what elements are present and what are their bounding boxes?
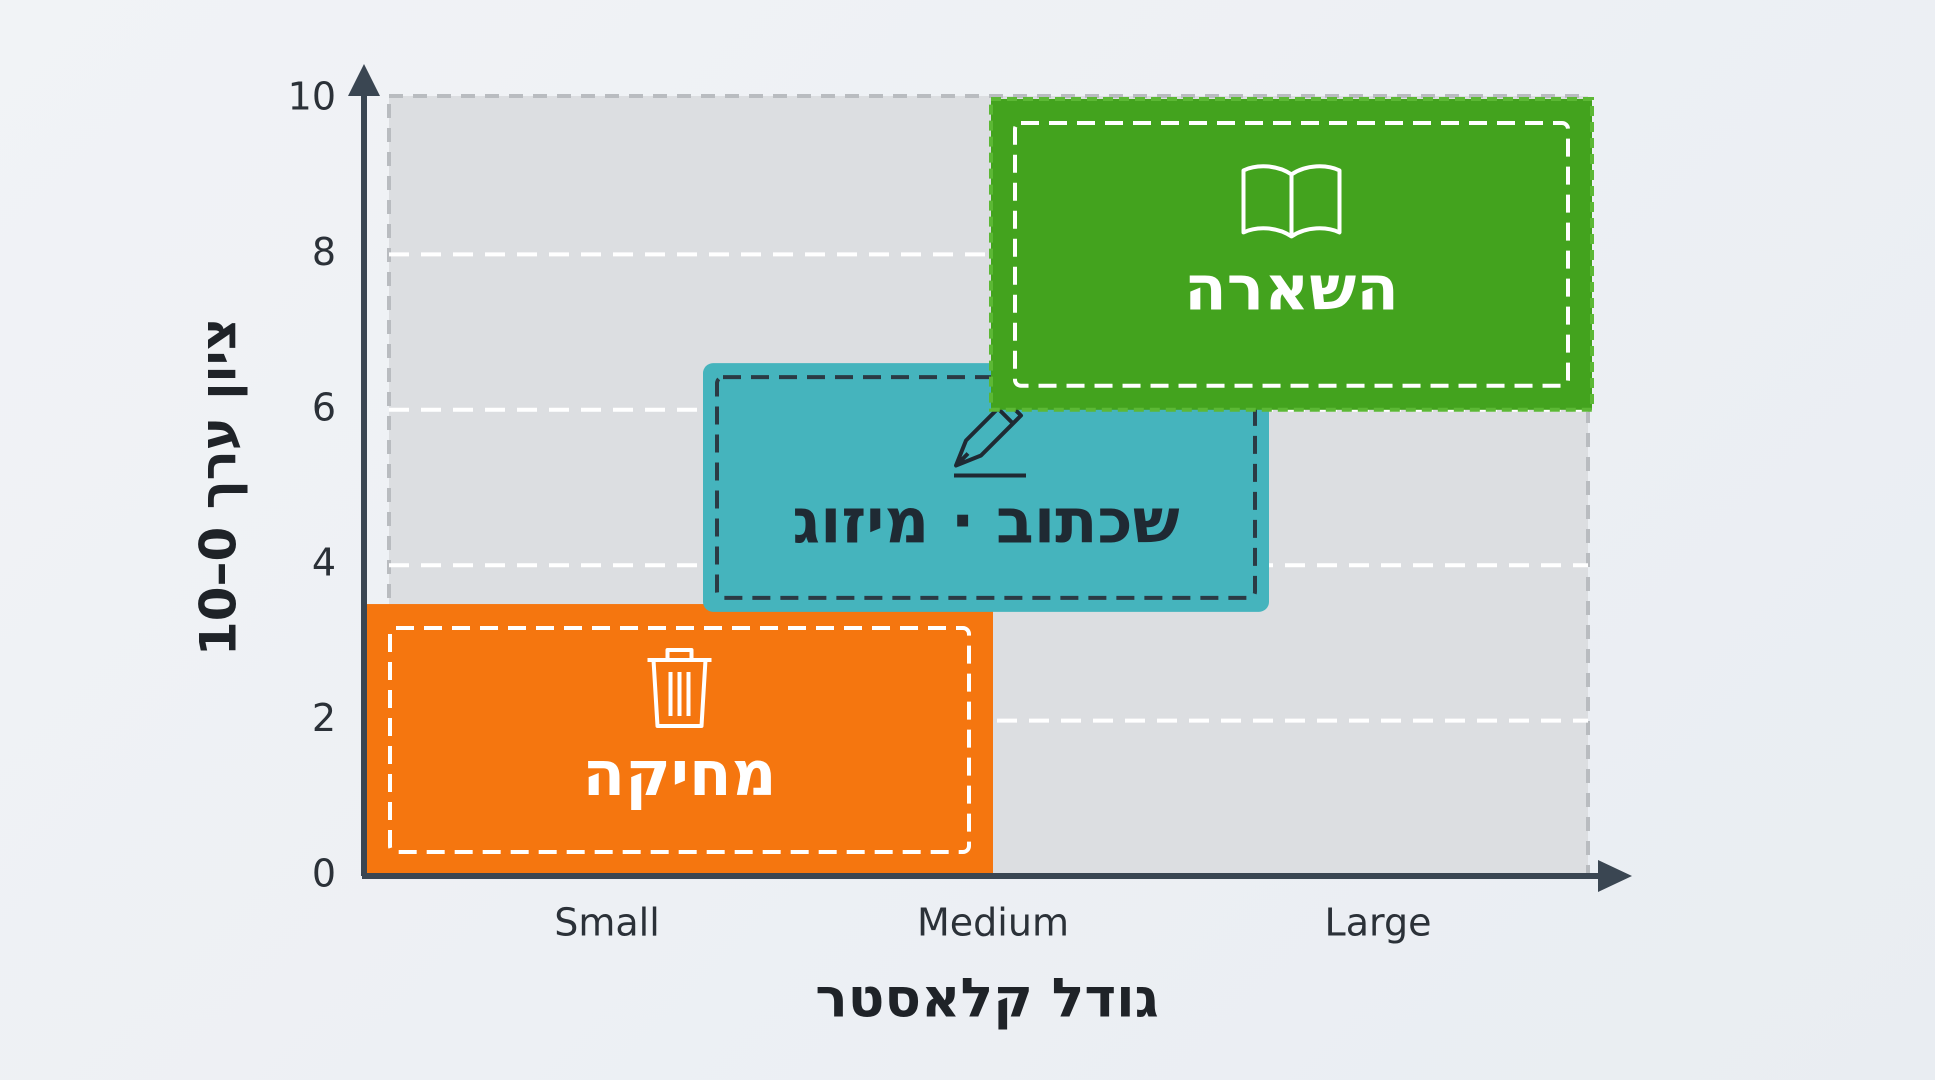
- y-axis-arrow: [348, 64, 380, 96]
- y-tick-label: 4: [312, 541, 336, 585]
- x-axis-arrow: [1598, 860, 1632, 892]
- region-box: [703, 363, 1269, 612]
- x-axis-label: גודל קלאסטר: [815, 967, 1159, 1030]
- region-icon: [647, 648, 712, 729]
- region-inner-border: [388, 626, 971, 854]
- y-tick-label: 2: [312, 696, 336, 740]
- region-inner-border: [1013, 121, 1570, 388]
- x-tick-label: Small: [554, 901, 660, 945]
- x-tick-label: Medium: [917, 901, 1069, 945]
- x-tick-label: Large: [1325, 901, 1432, 945]
- y-axis-label: ציון ערך 0–10: [190, 318, 248, 656]
- region: מחיקה: [366, 604, 993, 876]
- region-icon: [1241, 164, 1342, 239]
- region-inner-border: [715, 375, 1257, 600]
- region-label: שכתוב · מיזוג: [792, 485, 1179, 558]
- region-box: [989, 97, 1594, 412]
- region: שכתוב · מיזוג: [703, 363, 1269, 612]
- y-tick-label: 8: [312, 230, 336, 274]
- y-tick-label: 6: [312, 385, 336, 429]
- y-tick-label: 0: [312, 852, 336, 896]
- y-tick-label: 10: [288, 75, 336, 119]
- region: השארה: [989, 97, 1594, 412]
- icon-part: [1241, 164, 1342, 239]
- icon-part: [647, 648, 712, 729]
- region-label: מחיקה: [583, 737, 777, 810]
- region-label: השארה: [1184, 251, 1399, 324]
